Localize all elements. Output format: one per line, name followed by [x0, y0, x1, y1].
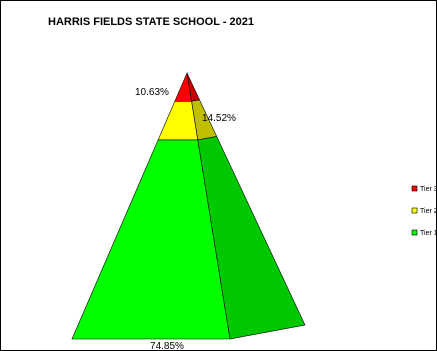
pyramid-segment-side-tier-1	[197, 136, 306, 340]
data-label-tier-2: 14.52%	[202, 113, 236, 124]
data-label-tier-3: 10.63%	[135, 87, 169, 98]
legend-label-tier-3: Tier 3	[420, 186, 437, 193]
data-label-tier-1: 74.85%	[150, 341, 184, 351]
pyramid-group	[71, 71, 306, 340]
legend-swatch-tier-3	[411, 185, 418, 192]
chart-title: HARRIS FIELDS STATE SCHOOL - 2021	[48, 16, 254, 28]
data-labels: 10.63% 14.52% 74.85%	[135, 87, 236, 351]
legend-swatch-tier-1	[411, 229, 418, 236]
legend: Tier 3 Tier 2 Tier 1	[411, 185, 437, 237]
legend-label-tier-2: Tier 2	[420, 208, 437, 215]
pyramid-segment-front-tier-2	[157, 101, 199, 141]
legend-swatch-tier-2	[411, 207, 418, 214]
legend-label-tier-1: Tier 1	[420, 230, 437, 237]
